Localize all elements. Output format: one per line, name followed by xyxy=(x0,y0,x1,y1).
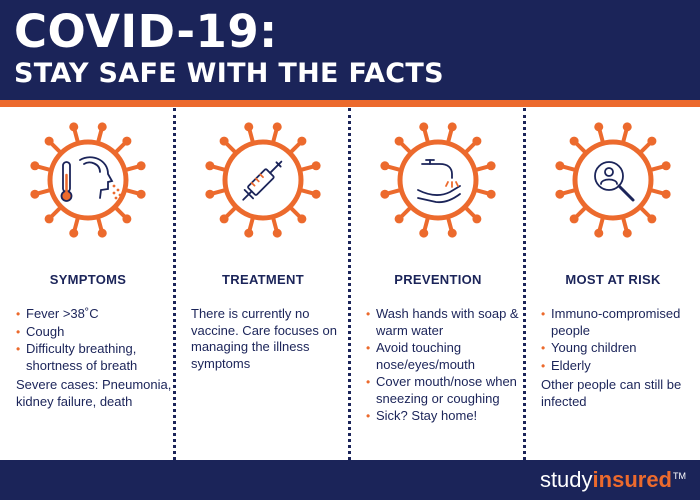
trademark-mark: TM xyxy=(673,471,686,481)
list-item: Cough xyxy=(16,324,176,341)
page-title: COVID-19: xyxy=(14,5,278,58)
column-divider-1 xyxy=(173,108,176,460)
list-item: Avoid touching nose/eyes/mouth xyxy=(366,340,526,373)
list-item: Young children xyxy=(541,340,700,357)
treatment-body: There is currently no vaccine. Care focu… xyxy=(191,306,351,372)
column-prevention: PREVENTION Wash hands with soap & warm w… xyxy=(350,108,526,460)
header-banner: COVID-19: STAY SAFE WITH THE FACTS xyxy=(0,0,700,100)
list-item: Difficulty breathing, shortness of breat… xyxy=(16,341,176,374)
brand-logo: studyinsuredTM xyxy=(540,466,686,494)
column-at-risk: MOST AT RISK Immuno-compromised people Y… xyxy=(525,108,700,460)
list-item: Immuno-compromised people xyxy=(541,306,700,339)
column-symptoms: SYMPTOMS Fever >38˚C Cough Difficulty br… xyxy=(0,108,176,460)
column-treatment: TREATMENT There is currently no vaccine.… xyxy=(175,108,351,460)
footer-bar: studyinsuredTM xyxy=(0,460,700,500)
column-divider-3 xyxy=(523,108,526,460)
at-risk-body: Immuno-compromised people Young children… xyxy=(541,306,700,410)
hand-washing-icon xyxy=(378,120,498,240)
symptoms-body: Fever >38˚C Cough Difficulty breathing, … xyxy=(16,306,176,410)
prevention-body: Wash hands with soap & warm water Avoid … xyxy=(366,306,526,426)
list-item: Wash hands with soap & warm water xyxy=(366,306,526,339)
prevention-heading: PREVENTION xyxy=(394,272,482,287)
column-divider-2 xyxy=(348,108,351,460)
symptoms-severe-note: Severe cases: Pneumonia, kidney failure,… xyxy=(16,377,172,409)
brand-name-part1: study xyxy=(539,467,593,492)
prevention-list: Wash hands with soap & warm water Avoid … xyxy=(366,306,526,425)
list-item: Elderly xyxy=(541,358,700,375)
syringe-icon xyxy=(203,120,323,240)
symptoms-list: Fever >38˚C Cough Difficulty breathing, … xyxy=(16,306,176,374)
brand-name-part2: insured xyxy=(592,467,672,492)
at-risk-list: Immuno-compromised people Young children… xyxy=(541,306,700,374)
at-risk-note: Other people can still be infected xyxy=(541,377,682,409)
header-accent-stripe xyxy=(0,100,700,107)
page-subtitle: STAY SAFE WITH THE FACTS xyxy=(14,58,444,89)
treatment-text: There is currently no vaccine. Care focu… xyxy=(191,306,337,371)
thermometer-fever-icon xyxy=(28,120,148,240)
list-item: Fever >38˚C xyxy=(16,306,176,323)
at-risk-heading: MOST AT RISK xyxy=(565,272,661,287)
list-item: Sick? Stay home! xyxy=(366,408,526,425)
magnifier-person-icon xyxy=(553,120,673,240)
treatment-heading: TREATMENT xyxy=(222,272,304,287)
list-item: Cover mouth/nose when sneezing or coughi… xyxy=(366,374,526,407)
symptoms-heading: SYMPTOMS xyxy=(49,272,127,287)
